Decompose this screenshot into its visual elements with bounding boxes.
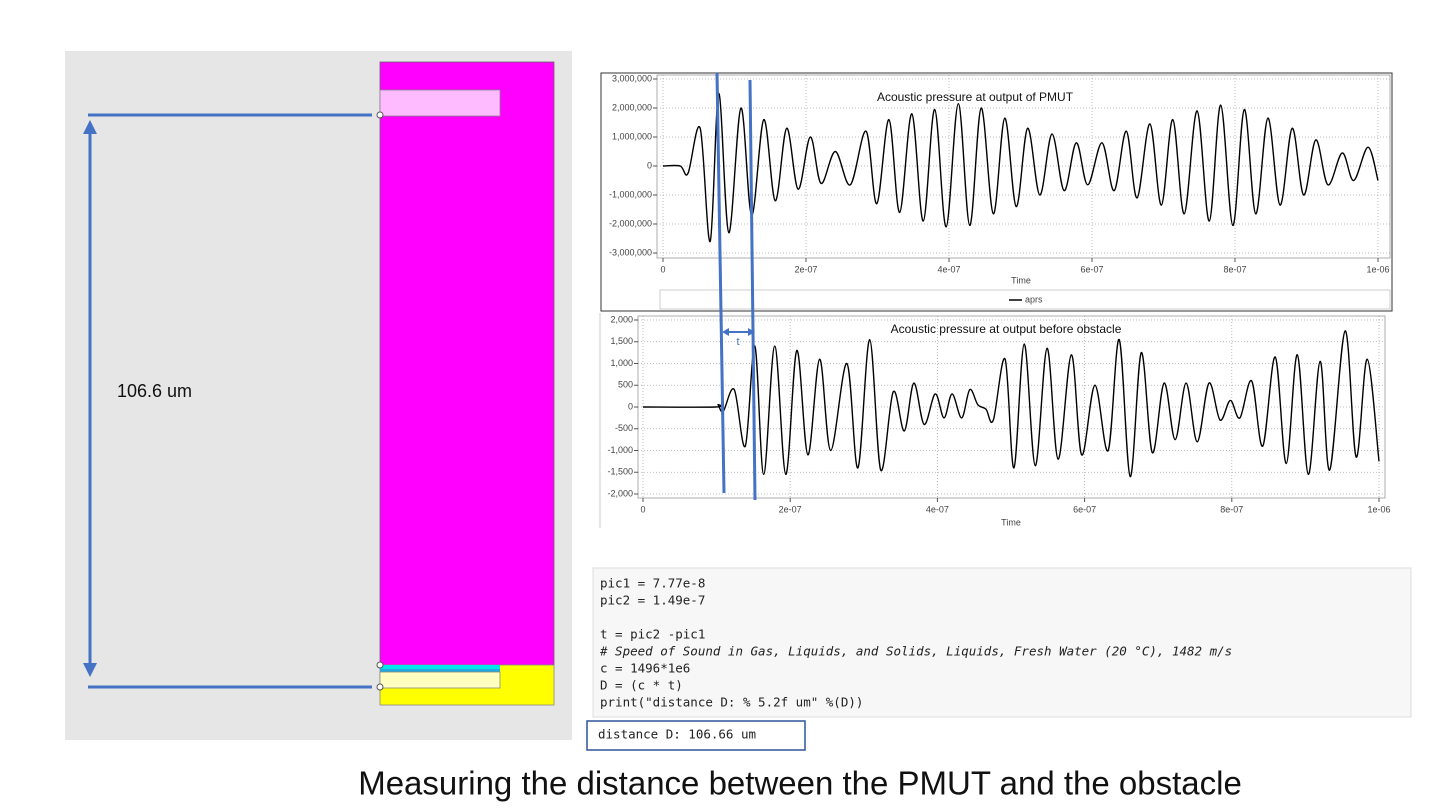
x-tick-label: 0 (640, 504, 645, 514)
legend-label: aprs (1025, 294, 1043, 304)
code-line: # Speed of Sound in Gas, Liquids, and So… (599, 644, 1232, 659)
distance-label: 106.6 um (117, 381, 192, 401)
y-tick-label: 1,000,000 (612, 131, 652, 141)
x-tick-label: 2e-07 (779, 504, 802, 514)
code-line: D = (c * t) (600, 678, 683, 693)
y-tick-label: 3,000,000 (612, 73, 652, 83)
y-tick-label: 500 (618, 380, 633, 390)
layer (379, 671, 501, 689)
code-line: c = 1496*1e6 (600, 661, 690, 676)
x-tick-label: 6e-07 (1080, 264, 1103, 274)
y-tick-label: -500 (615, 423, 633, 433)
x-tick-label: 1e-06 (1366, 264, 1389, 274)
y-tick-label: -1,500 (607, 467, 633, 477)
caption: Measuring the distance between the PMUT … (358, 765, 1242, 802)
marker-line (748, 79, 757, 501)
chart-title: Acoustic pressure at output of PMUT (877, 90, 1074, 104)
interval-label: t (736, 336, 739, 348)
legend-box (659, 289, 1391, 310)
output-box (586, 720, 806, 751)
x-tick-label: 2e-07 (794, 264, 817, 274)
x-axis-label: Time (1001, 517, 1021, 527)
code-line: pic1 = 7.77e-8 (600, 576, 705, 591)
x-tick-label: 0 (660, 264, 665, 274)
y-tick-label: -2,000,000 (609, 218, 652, 228)
x-axis-label: Time (1011, 275, 1031, 285)
plot-area (656, 74, 1391, 259)
waveform (662, 92, 1379, 243)
node (376, 683, 384, 691)
y-tick-label: -3,000,000 (609, 247, 652, 257)
y-tick-label: -1,000 (607, 445, 633, 455)
x-tick-label: 6e-07 (1073, 504, 1096, 514)
y-tick-label: 0 (628, 401, 633, 411)
code-line: pic2 = 1.49e-7 (600, 593, 705, 608)
node (376, 661, 384, 669)
y-tick-label: -1,000,000 (609, 189, 652, 199)
arrow-heads (722, 328, 755, 336)
layer (380, 665, 500, 669)
y-tick-label: 1,000 (610, 358, 633, 368)
y-tick-label: 2,000,000 (612, 102, 652, 112)
chart-title: Acoustic pressure at output before obsta… (891, 322, 1122, 336)
fluid-domain (379, 61, 555, 666)
y-tick-label: 1,500 (610, 336, 633, 346)
y-tick-label: 2,000 (610, 314, 633, 324)
code-line: t = pic2 -pic1 (600, 627, 705, 642)
code-line: print("distance D: % 5.2f um" %(D)) (600, 695, 863, 710)
x-tick-label: 4e-07 (937, 264, 960, 274)
x-tick-label: 8e-07 (1220, 504, 1243, 514)
x-tick-label: 1e-06 (1367, 504, 1390, 514)
marker-line (715, 72, 726, 494)
plot-area (637, 315, 1386, 499)
waveform (642, 330, 1380, 478)
node (376, 111, 384, 119)
x-tick-label: 4e-07 (926, 504, 949, 514)
layer (380, 669, 500, 672)
pmut (379, 89, 501, 117)
y-tick-label: -2,000 (607, 488, 633, 498)
x-tick-label: 8e-07 (1223, 264, 1246, 274)
y-tick-label: 0 (647, 160, 652, 170)
code-cell (592, 567, 1412, 718)
output-text: distance D: 106.66 um (598, 727, 756, 742)
